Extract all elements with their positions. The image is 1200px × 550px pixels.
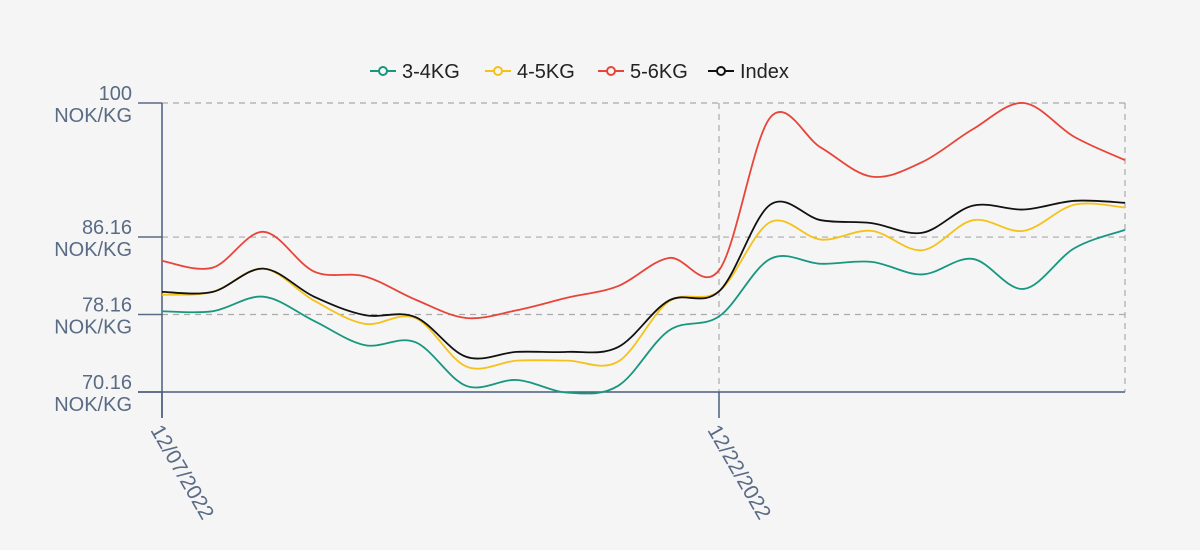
legend-marker — [378, 66, 388, 76]
y-tick-label: 70.16 NOK/KG — [54, 372, 132, 416]
legend-label: Index — [740, 61, 789, 83]
legend-label: 5-6KG — [630, 61, 688, 83]
legend-marker — [716, 66, 726, 76]
legend-label: 4-5KG — [517, 61, 575, 83]
legend-marker — [606, 66, 616, 76]
y-tick-label: 100 NOK/KG — [54, 83, 132, 127]
legend-label: 3-4KG — [402, 61, 460, 83]
x-tick-label: 12/07/2022 — [146, 421, 218, 524]
series-line-3-4kg — [161, 229, 1126, 395]
legend-item-3-4kg: 3-4KG — [370, 61, 460, 83]
legend-marker — [493, 66, 503, 76]
legend-item-5-6kg: 5-6KG — [598, 61, 688, 83]
legend-item-index: Index — [708, 61, 789, 83]
y-tick-label: 86.16 NOK/KG — [54, 217, 132, 261]
series-line-4-5kg — [161, 202, 1126, 370]
series-line-5-6kg — [161, 102, 1126, 320]
legend-item-4-5kg: 4-5KG — [485, 61, 575, 83]
x-tick-label: 12/22/2022 — [703, 421, 775, 524]
series-line-index — [161, 199, 1126, 360]
y-tick-label: 78.16 NOK/KG — [54, 295, 132, 339]
